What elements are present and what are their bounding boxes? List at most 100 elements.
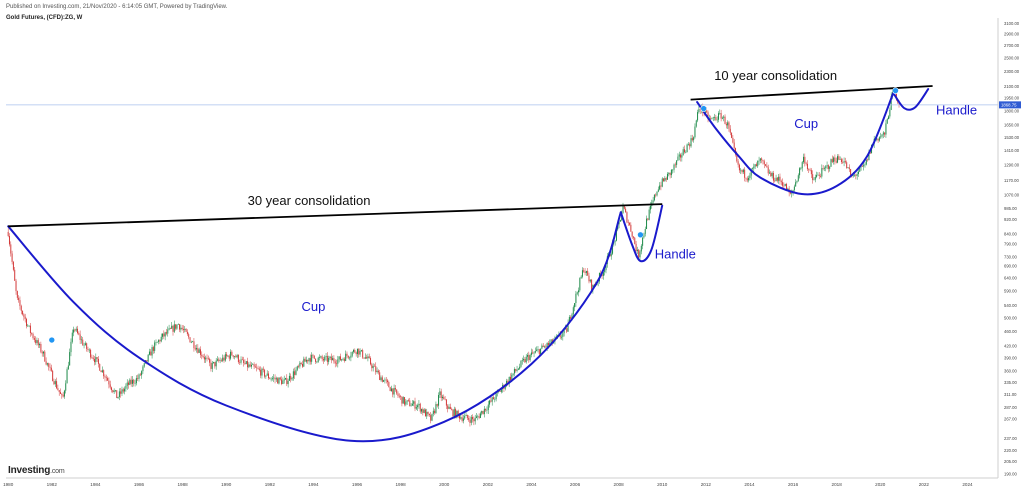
candle-body <box>61 393 63 395</box>
candle-body <box>56 381 58 389</box>
candle-body <box>540 348 542 355</box>
candle-body <box>856 173 858 176</box>
candle-body <box>95 357 97 363</box>
candle-body <box>222 357 224 361</box>
candle-body <box>299 362 301 367</box>
candle-body <box>311 354 313 362</box>
candle-body <box>527 355 529 357</box>
markers-layer <box>48 87 899 344</box>
candle-body <box>384 379 386 381</box>
candle-body <box>445 399 447 406</box>
candle-body <box>740 169 742 171</box>
candle-body <box>666 173 668 180</box>
candle-body <box>613 241 615 244</box>
candle-body <box>614 240 616 242</box>
candle-body <box>561 336 563 338</box>
candle-body <box>695 120 697 127</box>
candle-body <box>224 354 226 361</box>
candle-body <box>349 357 351 359</box>
candle-body <box>843 161 845 163</box>
candle-body <box>635 243 637 252</box>
candle-body <box>724 116 726 124</box>
candle-body <box>793 186 795 190</box>
candle-body <box>341 359 343 361</box>
candle-body <box>859 167 861 172</box>
candle-body <box>838 156 840 160</box>
candle-body <box>394 388 396 390</box>
y-tick-label: 190.00 <box>1004 471 1017 476</box>
candle-body <box>567 323 569 332</box>
candle-body <box>627 222 629 224</box>
candle-body <box>763 161 765 165</box>
candle-body <box>744 169 746 178</box>
candle-body <box>44 351 46 362</box>
candle-body <box>865 159 867 165</box>
candle-body <box>351 351 353 356</box>
candle-body <box>401 396 403 404</box>
candle-body <box>239 362 241 363</box>
candle-body <box>803 156 805 163</box>
candle-body <box>124 388 126 392</box>
candle-body <box>40 344 42 352</box>
candle-body <box>240 359 242 363</box>
candle-body <box>485 408 487 411</box>
candle-body <box>877 138 879 141</box>
candle-body <box>663 178 665 182</box>
candle-body <box>185 328 187 332</box>
candle-body <box>847 167 849 169</box>
candle-body <box>236 355 238 358</box>
candle-body <box>261 368 263 376</box>
annotations-layer: 30 year consolidation 10 year consolidati… <box>248 68 978 314</box>
candle-body <box>683 149 685 153</box>
candle-body <box>610 253 612 257</box>
candle-body <box>717 113 719 120</box>
candle-body <box>712 117 714 119</box>
candle-body <box>283 379 285 381</box>
x-tick-label: 1990 <box>221 482 232 487</box>
candle-body <box>578 290 580 293</box>
x-tick-label: 1982 <box>47 482 58 487</box>
candle-body <box>486 410 488 411</box>
candle-body <box>257 367 259 369</box>
candle-body <box>776 177 778 181</box>
candle-body <box>690 138 692 147</box>
y-tick-label: 3100.00 <box>1004 21 1020 26</box>
candle-body <box>307 359 309 362</box>
candle-body <box>75 328 77 331</box>
candle-body <box>50 367 52 371</box>
candle-body <box>11 253 13 262</box>
candle-body <box>385 379 387 381</box>
candle-body <box>711 118 713 119</box>
candle-body <box>796 180 798 183</box>
candle-body <box>45 361 47 365</box>
x-tick-label: 1986 <box>134 482 145 487</box>
candle-body <box>308 358 310 362</box>
x-tick-label: 2018 <box>832 482 843 487</box>
candle-body <box>447 405 449 409</box>
candle-body <box>660 185 662 187</box>
candle-body <box>462 418 464 421</box>
candle-body <box>231 351 233 356</box>
current-price-label: 1868.75 <box>1001 103 1017 108</box>
candle-body <box>142 366 144 372</box>
candle-body <box>542 345 544 348</box>
candle-body <box>727 122 729 126</box>
candle-body <box>784 183 786 186</box>
candle-body <box>419 403 421 412</box>
candle-body <box>190 342 192 343</box>
candle-body <box>822 168 824 169</box>
candle-body <box>884 132 886 135</box>
candle-body <box>111 387 113 391</box>
candle-body <box>359 350 361 355</box>
x-tick-label: 1994 <box>308 482 319 487</box>
candle-body <box>778 176 780 181</box>
candle-body <box>184 328 186 330</box>
candle-body <box>801 162 803 169</box>
candle-body <box>279 377 281 380</box>
candle-body <box>176 324 178 329</box>
candle-body <box>629 223 631 225</box>
candle-body <box>808 169 810 170</box>
candle-body <box>214 361 216 367</box>
event-marker-icon <box>637 231 644 239</box>
